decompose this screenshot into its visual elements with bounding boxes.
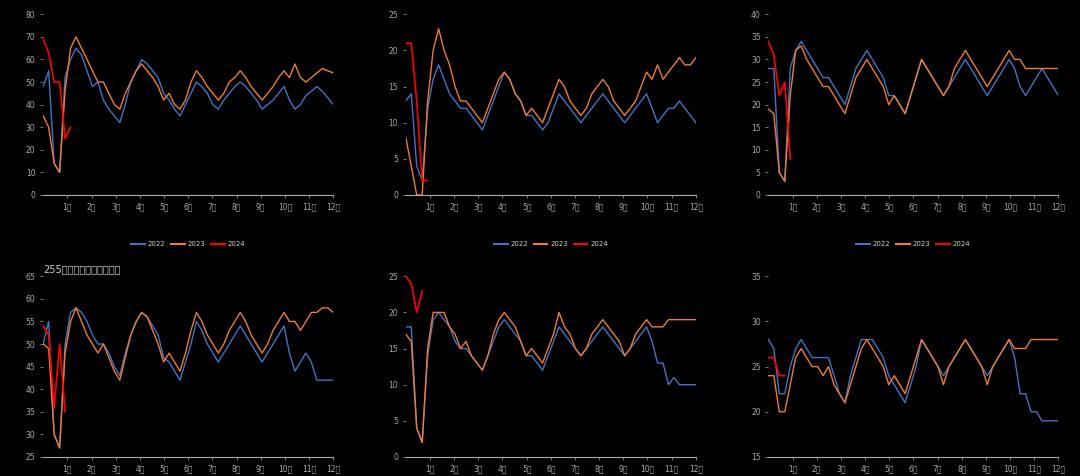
- Legend: 2022, 2023, 2024: 2022, 2023, 2024: [853, 238, 973, 250]
- Legend: 2022, 2023, 2024: 2022, 2023, 2024: [129, 238, 248, 250]
- Text: 255家钢厂废钢日耗：汇总: 255家钢厂废钢日耗：汇总: [43, 264, 121, 274]
- Legend: 2022, 2023, 2024: 2022, 2023, 2024: [491, 238, 610, 250]
